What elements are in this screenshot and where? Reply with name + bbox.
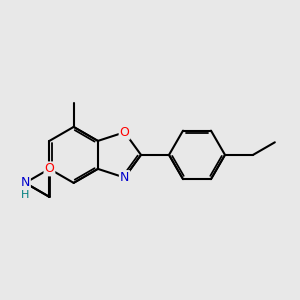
Text: N: N	[120, 171, 129, 184]
Text: O: O	[44, 162, 54, 176]
Text: H: H	[21, 190, 29, 200]
Text: N: N	[20, 176, 30, 189]
Text: O: O	[120, 126, 130, 139]
